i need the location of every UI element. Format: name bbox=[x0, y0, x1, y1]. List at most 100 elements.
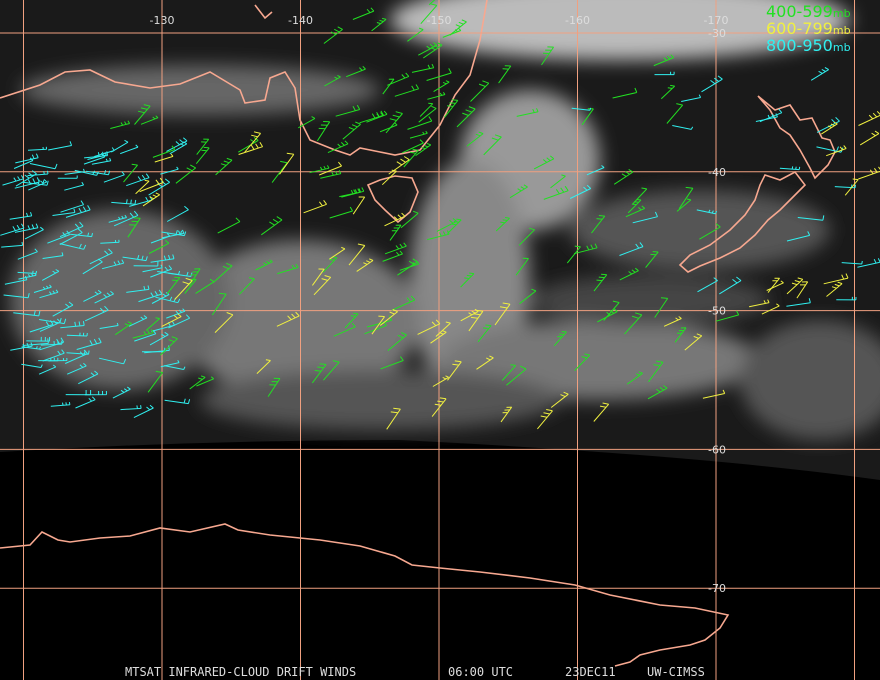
wind-barb bbox=[660, 84, 676, 100]
wind-barb bbox=[430, 330, 447, 344]
wind-barb bbox=[423, 42, 443, 59]
wind-barb bbox=[681, 94, 702, 102]
wind-barb bbox=[24, 226, 44, 240]
wind-barb bbox=[83, 289, 102, 302]
wind-barb bbox=[420, 3, 438, 25]
wind-barb bbox=[148, 178, 171, 196]
wind-barb bbox=[132, 329, 154, 339]
wind-barb bbox=[399, 260, 420, 271]
wind-barb bbox=[477, 324, 492, 343]
wind-barb bbox=[518, 227, 535, 246]
wind-barb bbox=[27, 170, 49, 177]
wind-barb bbox=[64, 181, 85, 191]
wind-barb bbox=[215, 157, 233, 176]
wind-barb bbox=[157, 270, 181, 275]
wind-barb bbox=[33, 284, 52, 293]
wind-barb bbox=[382, 250, 403, 262]
legend-range: 800-950 bbox=[766, 36, 833, 55]
latitude-label: -60 bbox=[708, 443, 726, 456]
wind-barb bbox=[166, 308, 186, 319]
wind-barb bbox=[161, 230, 187, 237]
wind-barb bbox=[476, 355, 494, 370]
wind-barb bbox=[150, 233, 171, 244]
wind-barb bbox=[196, 376, 215, 387]
wind-barb bbox=[550, 391, 569, 408]
wind-barb bbox=[67, 362, 87, 375]
wind-barb bbox=[702, 389, 726, 399]
wind-barb bbox=[593, 402, 610, 422]
wind-barb bbox=[766, 280, 784, 291]
wind-barb bbox=[323, 360, 340, 381]
wind-barb bbox=[654, 71, 675, 76]
wind-barb bbox=[50, 402, 71, 407]
wind-barb bbox=[841, 260, 863, 265]
wind-barb bbox=[759, 108, 783, 123]
wind-barb bbox=[456, 106, 476, 128]
legend-entry: 800-950mb bbox=[766, 36, 851, 55]
wind-barb bbox=[352, 196, 366, 215]
wind-barb bbox=[66, 332, 88, 337]
wind-barb bbox=[460, 272, 475, 288]
wind-barb bbox=[256, 359, 271, 374]
wind-barb bbox=[419, 102, 434, 117]
footer-time: 06:00 UTC bbox=[448, 665, 513, 679]
wind-barb bbox=[516, 108, 539, 117]
wind-barb bbox=[76, 337, 102, 350]
wind-barb bbox=[145, 317, 161, 331]
wind-barb bbox=[342, 121, 361, 140]
wind-barb bbox=[537, 409, 553, 430]
wind-barb bbox=[645, 251, 659, 268]
wind-barb bbox=[468, 309, 484, 332]
legend-unit: mb bbox=[833, 24, 851, 37]
wind-barb bbox=[826, 145, 847, 157]
wind-barb bbox=[78, 370, 99, 385]
wind-barb bbox=[586, 165, 605, 176]
wind-barb bbox=[9, 212, 33, 220]
wind-barb bbox=[18, 272, 37, 280]
wind-barb bbox=[339, 188, 362, 198]
wind-barb bbox=[22, 179, 49, 186]
wind-barb bbox=[335, 104, 361, 117]
wind-barb bbox=[150, 265, 173, 278]
wind-barb bbox=[29, 320, 54, 333]
legend-range: 400-599 bbox=[766, 2, 833, 21]
wind-barb bbox=[797, 215, 825, 221]
wind-barb bbox=[696, 209, 718, 215]
wind-barb bbox=[519, 288, 537, 305]
wind-barb bbox=[612, 87, 638, 99]
wind-barb bbox=[94, 290, 114, 304]
wind-barb bbox=[133, 404, 154, 419]
wind-barb bbox=[379, 309, 398, 326]
wind-barb bbox=[415, 143, 432, 157]
wind-barb bbox=[844, 178, 859, 196]
wind-barb bbox=[506, 365, 527, 386]
wind-barb bbox=[14, 223, 39, 233]
wind-barb bbox=[120, 405, 142, 411]
footer-source: UW-CIMSS bbox=[647, 665, 705, 679]
coastlines bbox=[0, 0, 836, 667]
wind-barb bbox=[836, 296, 857, 301]
wind-barb bbox=[352, 7, 375, 20]
wind-barb bbox=[674, 327, 687, 343]
wind-barb bbox=[213, 262, 233, 283]
wind-barb bbox=[625, 205, 646, 218]
wind-barb bbox=[593, 273, 608, 292]
wind-barb bbox=[701, 75, 723, 93]
wind-barb bbox=[632, 211, 658, 224]
wind-barb bbox=[17, 248, 38, 260]
wind-barb bbox=[14, 177, 40, 189]
wind-barb bbox=[3, 293, 30, 299]
wind-barb bbox=[327, 140, 349, 154]
wind-barb bbox=[38, 364, 57, 375]
wind-barb bbox=[319, 161, 342, 176]
latitude-label: -70 bbox=[708, 582, 726, 595]
wind-barb bbox=[566, 245, 581, 264]
wind-barb bbox=[431, 397, 447, 417]
wind-barb bbox=[699, 223, 721, 240]
wind-barb bbox=[427, 91, 446, 100]
wind-barb bbox=[2, 175, 25, 186]
wind-barb bbox=[470, 80, 490, 102]
wind-barb bbox=[38, 357, 59, 362]
